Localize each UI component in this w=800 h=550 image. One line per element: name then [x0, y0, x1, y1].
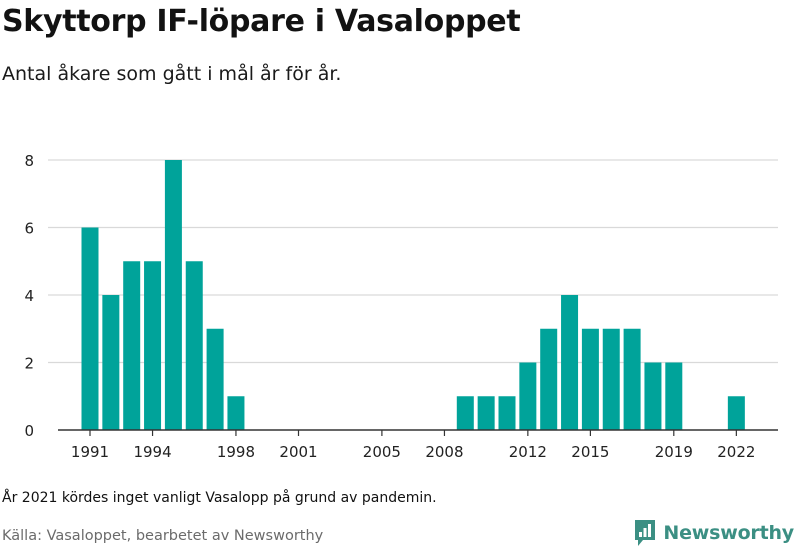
x-tick-label: 1991: [71, 443, 109, 461]
x-tick-label: 2008: [425, 443, 463, 461]
x-tick-label: 2012: [509, 443, 547, 461]
bar: [227, 396, 245, 430]
bar: [185, 261, 203, 430]
bar: [144, 261, 162, 430]
x-tick-label: 2015: [571, 443, 609, 461]
bar: [727, 396, 745, 430]
chart-title: Skyttorp IF-löpare i Vasaloppet: [2, 4, 521, 39]
bar: [206, 328, 224, 430]
bar: [602, 328, 620, 430]
x-tick-label: 2001: [279, 443, 317, 461]
bar: [519, 362, 537, 430]
y-tick-label: 2: [24, 355, 34, 373]
bar: [540, 328, 558, 430]
chart-subtitle: Antal åkare som gått i mål år för år.: [2, 63, 342, 85]
brand-logo: Newsworthy: [633, 518, 794, 548]
bar: [644, 362, 662, 430]
x-tick-label: 2005: [363, 443, 401, 461]
y-tick-label: 6: [24, 220, 34, 238]
bar: [164, 160, 182, 430]
y-tick-label: 4: [24, 287, 34, 305]
x-tick-label: 1994: [133, 443, 171, 461]
bar: [102, 295, 120, 430]
bar: [623, 328, 641, 430]
y-tick-label: 0: [24, 422, 34, 440]
bar-chart: 0 2 4 6 8 1991 1994 1998 2001 2005 2008 2012 2015 201…: [24, 152, 778, 461]
chart-note: År 2021 kördes inget vanligt Vasalopp på…: [2, 490, 437, 506]
x-tick-label: 2022: [717, 443, 755, 461]
brand-name: Newsworthy: [663, 522, 794, 544]
bar: [498, 396, 516, 430]
bar: [581, 328, 599, 430]
newsworthy-logo-icon: [635, 520, 656, 546]
bar: [123, 261, 141, 430]
bar: [561, 295, 579, 430]
x-tick-label: 1998: [217, 443, 255, 461]
y-tick-label: 8: [24, 152, 34, 170]
x-tick-label: 2019: [655, 443, 693, 461]
bar: [477, 396, 495, 430]
bar: [81, 227, 99, 430]
source-credit: Källa: Vasaloppet, bearbetet av Newswort…: [2, 528, 324, 544]
bar: [665, 362, 683, 430]
bar: [456, 396, 474, 430]
